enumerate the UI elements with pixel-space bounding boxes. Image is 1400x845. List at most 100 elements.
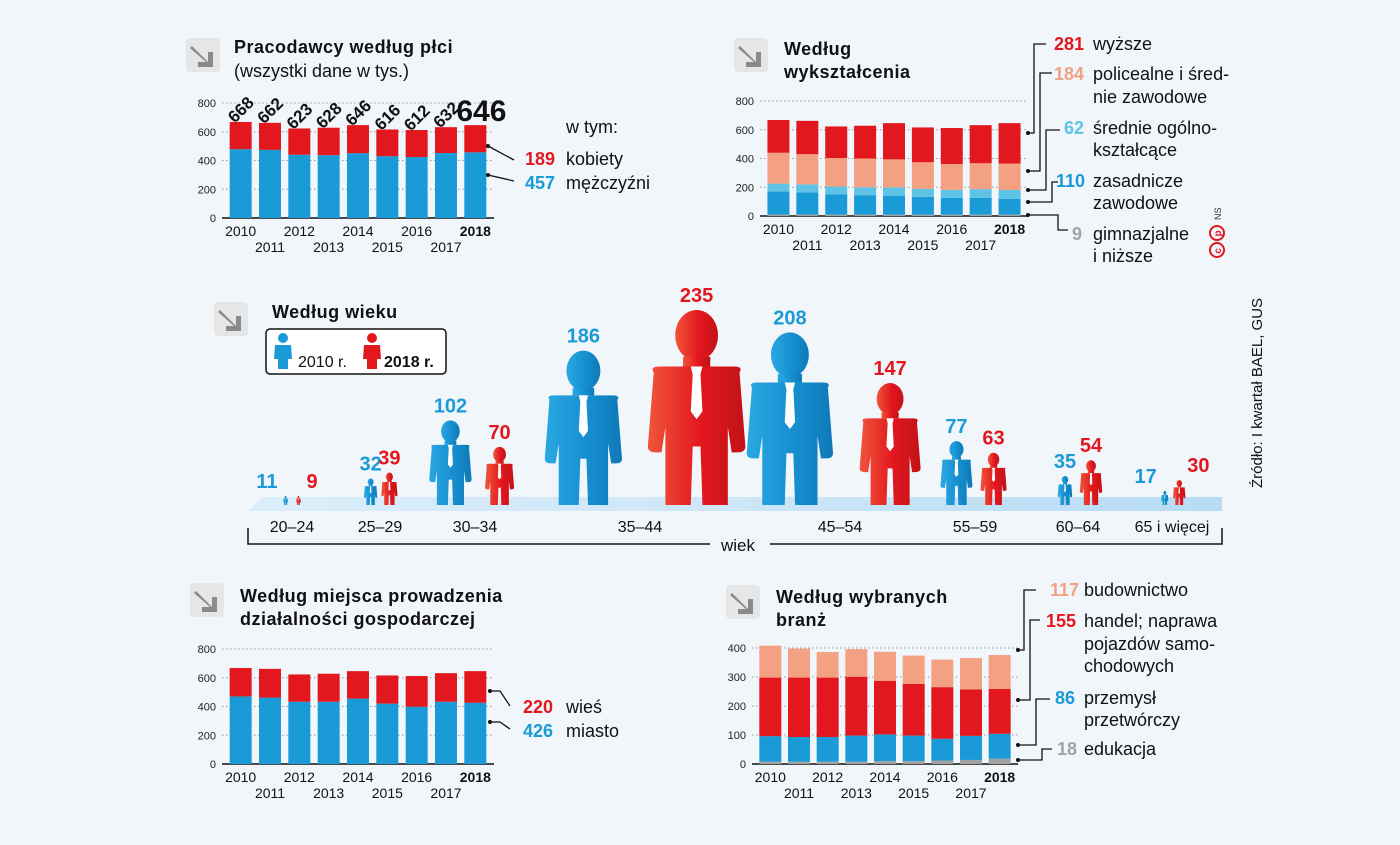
x-tick-label: 2017 (430, 785, 461, 801)
bar-segment (230, 696, 252, 764)
bar-segment (318, 702, 340, 764)
y-tick-label: 400 (728, 643, 746, 655)
y-tick-label: 800 (736, 96, 754, 108)
bar-segment (825, 215, 847, 216)
bar-segment (347, 671, 369, 698)
bar-segment (406, 676, 428, 707)
bar-segment (845, 649, 867, 677)
bar-segment (854, 187, 876, 195)
total-label: 668 (224, 93, 257, 126)
bar-segment (406, 157, 428, 218)
bar-segment (970, 198, 992, 215)
bar-segment (767, 120, 789, 153)
bar-segment (230, 122, 252, 149)
x-tick-label: 2018 (460, 223, 491, 239)
person-head (441, 420, 460, 442)
person-neck (445, 441, 457, 445)
bar-segment (259, 150, 281, 218)
person-neck (496, 461, 504, 464)
person-head (771, 332, 809, 377)
total-label: 646 (342, 96, 375, 129)
bar-segment (825, 194, 847, 214)
value-label-2018: 39 (378, 448, 400, 470)
bar-segment (406, 707, 428, 764)
age-title: Według wieku (272, 302, 398, 322)
bar-segment (376, 156, 398, 218)
person-head (1062, 476, 1068, 484)
person-neck (1088, 471, 1094, 473)
person-neck (683, 357, 710, 367)
gender-legend-header: w tym: (565, 117, 618, 137)
arrow-icon (214, 302, 248, 336)
bar-segment (903, 684, 925, 736)
x-tick-label: 2013 (313, 239, 344, 255)
education-legend-value-vocational: 110 (1056, 171, 1085, 191)
y-tick-label: 0 (740, 759, 746, 771)
bar-segment (376, 675, 398, 703)
x-tick-label: 2016 (936, 221, 967, 237)
y-tick-label: 600 (198, 127, 216, 139)
person-head (1176, 480, 1181, 486)
place-title-line1: Według miejsca prowadzenia (240, 586, 503, 606)
x-tick-label: 2015 (372, 239, 403, 255)
value-label-2010: 186 (567, 326, 600, 348)
bar-segment (874, 681, 896, 735)
x-tick-label: 2016 (927, 769, 958, 785)
bar-segment (960, 658, 982, 689)
person-head (566, 351, 600, 391)
bar-segment (318, 128, 340, 155)
bar-segment (259, 669, 281, 698)
person-head (877, 383, 904, 415)
place-legend-value-city: 426 (523, 721, 553, 741)
person-head (493, 447, 506, 462)
x-tick-label: 2018 (460, 769, 491, 785)
bar-segment (288, 674, 310, 701)
age-legend: 2010 r. 2018 r. (266, 329, 446, 374)
y-tick-label: 0 (210, 759, 216, 771)
gender-chart: Pracodawcy według płci (wszystki dane w … (186, 37, 650, 255)
value-label-2010: 208 (773, 307, 806, 329)
bar-segment (912, 189, 934, 197)
gender-legend-label-men: mężczyźni (566, 173, 650, 193)
education-legend-label-lower-1: gimnazjalne (1093, 224, 1189, 244)
total-label: 628 (312, 99, 345, 132)
place-legend-label-city: miasto (566, 721, 619, 741)
bar-segment (912, 127, 934, 162)
bar-segment (989, 689, 1011, 734)
person-head (285, 496, 287, 498)
bar-segment (883, 187, 905, 195)
bar-segment (788, 737, 810, 762)
bar-segment (960, 736, 982, 760)
industry-legend-value-trade: 155 (1046, 611, 1076, 631)
person-head (1086, 460, 1096, 472)
bar-segment (845, 762, 867, 764)
bar-segment (767, 153, 789, 184)
bar-segment (825, 158, 847, 186)
bar-segment (767, 192, 789, 215)
value-label-2018: 30 (1187, 455, 1209, 477)
value-label-2018: 9 (306, 471, 317, 493)
industry-legend-label-education: edukacja (1084, 739, 1157, 759)
bar-segment (874, 652, 896, 681)
value-label-2010: 77 (945, 416, 967, 438)
y-tick-label: 200 (198, 184, 216, 196)
bar-segment (796, 192, 818, 214)
x-tick-label: 2013 (841, 785, 872, 801)
y-tick-label: 200 (736, 182, 754, 194)
y-tick-label: 400 (736, 154, 754, 166)
bar-segment (960, 760, 982, 764)
person-2010 (940, 441, 972, 505)
education-legend-label-general-1: średnie ogólno- (1093, 118, 1217, 138)
svg-text:c: c (1213, 248, 1224, 254)
industry-legend-value-construction: 117 (1050, 580, 1079, 600)
industry-title-line1: Według wybranych (776, 587, 948, 607)
x-tick-label: 2014 (869, 769, 900, 785)
bar-segment (912, 197, 934, 215)
x-tick-label: 2015 (907, 237, 938, 253)
bar-segment (796, 215, 818, 216)
bar-segment (347, 153, 369, 218)
bar-segment (903, 761, 925, 764)
bar-segment (464, 152, 486, 218)
y-tick-label: 200 (198, 730, 216, 742)
bar-segment (989, 734, 1011, 759)
